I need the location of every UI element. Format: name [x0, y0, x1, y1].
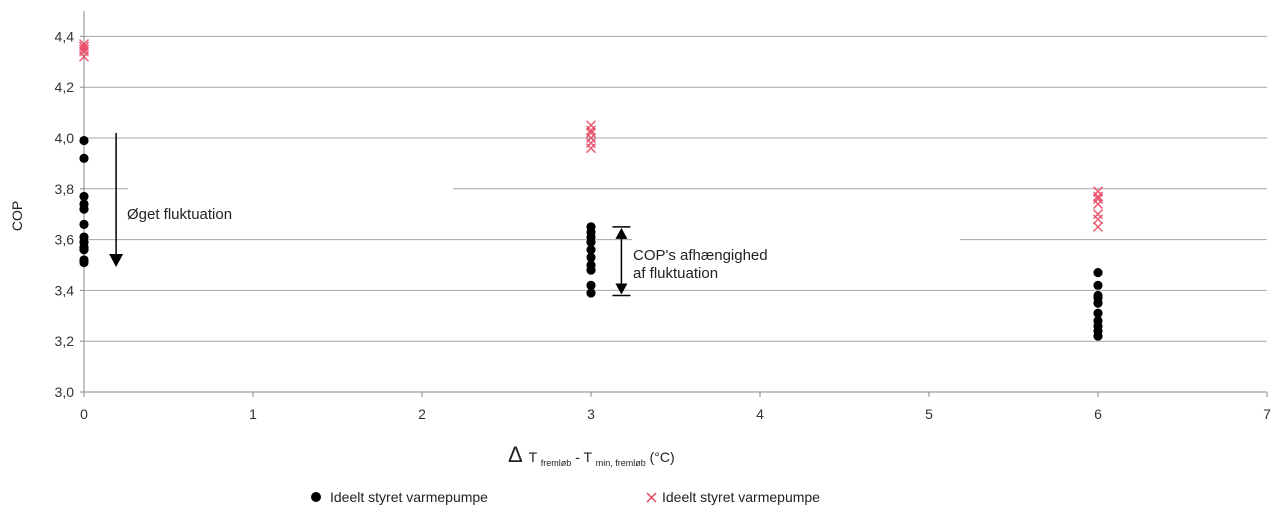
data-point-circle	[79, 135, 89, 146]
x-tick-label: 6	[1094, 406, 1102, 422]
data-point-cross	[1092, 186, 1104, 197]
data-point-cross	[585, 120, 597, 131]
x-tick-label: 1	[249, 406, 257, 422]
legend-label-circle: Ideelt styret varmepumpe	[330, 489, 488, 505]
legend: Ideelt styret varmepumpe Ideelt styret v…	[311, 489, 820, 505]
annotation-cop-text-line: COP's afhængighed	[633, 247, 768, 264]
data-point-circle	[79, 153, 89, 163]
cross-stroke	[78, 44, 90, 55]
annotation-cop-text-line: af fluktuation	[633, 265, 718, 282]
data-point-circle	[586, 237, 596, 247]
data-points	[78, 38, 1104, 341]
data-point-circle	[1093, 331, 1103, 341]
y-tick-label: 3,0	[55, 384, 75, 400]
data-point-circle	[1093, 280, 1103, 290]
data-point-circle	[79, 245, 89, 255]
data-point-cross	[585, 138, 597, 149]
y-tick-label: 3,4	[55, 282, 75, 298]
cop-bracket-arrowhead-up	[615, 227, 628, 239]
x-tick-label: 2	[418, 406, 426, 422]
data-point-cross	[1092, 209, 1104, 220]
x-tick-label: 7	[1263, 406, 1271, 422]
legend-circle-marker	[311, 492, 321, 502]
data-point-circle	[79, 257, 89, 268]
y-tick-label: 4,2	[55, 79, 75, 95]
axes	[80, 11, 1268, 397]
x-tick-label: 4	[756, 406, 764, 422]
data-point-circle	[1093, 268, 1103, 278]
x-tick-labels: 0 1 2 3 4 5 6 7	[80, 406, 1271, 422]
data-point-circle	[586, 252, 596, 262]
data-point-cross	[585, 125, 597, 136]
data-point-cross	[1092, 199, 1104, 210]
cross-stroke	[78, 51, 90, 62]
data-point-cross	[78, 44, 90, 55]
y-tick-label: 3,2	[55, 333, 75, 349]
data-point-cross	[1092, 191, 1104, 202]
data-point-cross	[1092, 221, 1104, 232]
data-point-circle	[586, 245, 596, 255]
x-tick-label: 0	[80, 406, 88, 422]
data-point-circle	[586, 280, 596, 290]
x-axis-label: Δ T fremløb - T min, fremløb (°C)	[508, 442, 675, 469]
data-point-circle	[586, 288, 596, 298]
data-point-circle	[79, 204, 89, 214]
fluctuation-arrow-head	[109, 254, 124, 267]
cop-bracket-arrowhead-down	[615, 283, 628, 295]
data-point-circle	[1093, 298, 1103, 308]
cross-stroke	[1092, 214, 1104, 225]
data-point-cross	[1092, 214, 1104, 225]
delta-symbol: Δ	[508, 442, 523, 467]
legend-label-cross: Ideelt styret varmepumpe	[662, 489, 820, 505]
y-axis-label: COP	[9, 201, 25, 231]
y-tick-labels: 3,0 3,2 3,4 3,6 3,8 4,0 4,2 4,4	[55, 28, 75, 400]
cross-stroke	[585, 125, 597, 136]
cross-stroke	[1092, 221, 1104, 232]
data-point-cross	[585, 143, 597, 154]
x-tick-label: 3	[587, 406, 595, 422]
x-tick-label: 5	[925, 406, 933, 422]
cross-stroke	[1092, 191, 1104, 202]
annotation-box-mask	[128, 186, 453, 191]
y-tick-label: 4,4	[55, 28, 75, 44]
gridlines	[84, 35, 1267, 342]
data-point-circle	[1093, 308, 1103, 318]
data-point-circle	[79, 219, 89, 229]
y-tick-label: 4,0	[55, 130, 75, 146]
legend-cross-marker	[646, 492, 657, 503]
data-point-cross	[78, 51, 90, 62]
legend-item-cross: Ideelt styret varmepumpe	[646, 489, 820, 505]
data-point-circle	[586, 265, 596, 275]
annotation-box-mask	[632, 237, 960, 242]
y-tick-label: 3,6	[55, 232, 75, 248]
annotation-fluctuation-text: Øget fluktuation	[127, 206, 232, 223]
cross-stroke	[585, 143, 597, 154]
legend-item-circle: Ideelt styret varmepumpe	[311, 489, 488, 505]
y-tick-label: 3,8	[55, 181, 75, 197]
cross-stroke	[1092, 199, 1104, 210]
data-point-circle	[79, 191, 89, 202]
